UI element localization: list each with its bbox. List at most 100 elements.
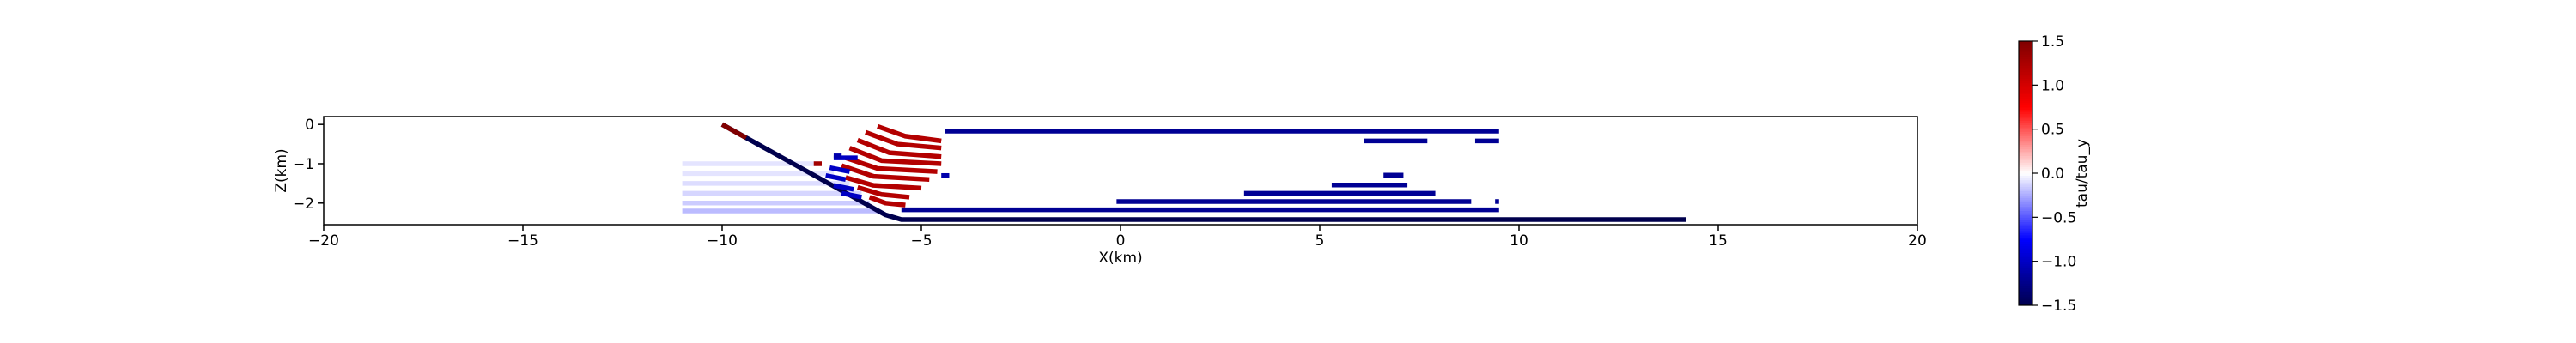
colorbar-cell	[2019, 296, 2032, 299]
colorbar-tick-label: −1.0	[2041, 254, 2076, 271]
colorbar-cell	[2019, 87, 2032, 90]
colorbar-cell	[2019, 102, 2032, 105]
colorbar-cell	[2019, 279, 2032, 282]
colorbar-cell	[2019, 144, 2032, 147]
colorbar-cell	[2019, 168, 2032, 172]
colorbar-cell	[2019, 190, 2032, 194]
colorbar-cell	[2019, 226, 2032, 229]
colorbar-cell	[2019, 155, 2032, 159]
colorbar-cell	[2019, 298, 2032, 302]
colorbar-label: tau/tau_y	[2074, 139, 2091, 208]
colorbar-cell	[2019, 65, 2032, 69]
fault-segment	[848, 146, 942, 166]
colorbar-cell	[2019, 164, 2032, 167]
colorbar-cell	[2019, 274, 2032, 278]
fault-segment	[720, 122, 748, 141]
colorbar-cell	[2019, 203, 2032, 207]
colorbar-cell	[2019, 111, 2032, 115]
colorbar-cell	[2019, 213, 2032, 216]
x-tick-label: −20	[308, 232, 339, 250]
colorbar-cell	[2019, 166, 2032, 170]
colorbar-cell	[2019, 82, 2032, 86]
colorbar-tick-label: −0.5	[2041, 209, 2076, 226]
colorbar-cell	[2019, 47, 2032, 51]
colorbar-cell	[2019, 162, 2032, 165]
colorbar-cell	[2019, 290, 2032, 293]
colorbar-cell	[2019, 219, 2032, 222]
fault-segment	[868, 195, 906, 208]
fault-segment	[877, 123, 942, 144]
colorbar-cell	[2019, 142, 2032, 146]
colorbar-cell	[2019, 283, 2032, 286]
colorbar-cell	[2019, 76, 2032, 80]
fault-segment	[833, 183, 854, 192]
colorbar-cell	[2019, 50, 2032, 53]
y-axis-label: Z(km)	[273, 148, 290, 192]
colorbar-cell	[2019, 92, 2032, 95]
colorbar-cell	[2019, 186, 2032, 190]
y-tick-label: −2	[293, 196, 314, 213]
colorbar-cell	[2019, 137, 2032, 141]
colorbar-cell	[2019, 259, 2032, 262]
colorbar-cell	[2019, 241, 2032, 244]
colorbar-cell	[2019, 158, 2032, 161]
colorbar-cell	[2019, 179, 2032, 183]
colorbar-cell	[2019, 268, 2032, 271]
colorbar-cell	[2019, 195, 2032, 198]
colorbar-cell	[2019, 256, 2032, 260]
colorbar-cell	[2019, 63, 2032, 66]
colorbar-cell	[2019, 272, 2032, 275]
colorbar-cell	[2019, 151, 2032, 154]
colorbar-cell	[2019, 127, 2032, 130]
colorbar-cell	[2019, 175, 2032, 178]
colorbar-cell	[2019, 67, 2032, 70]
colorbar-cell	[2019, 232, 2032, 236]
colorbar-cell	[2019, 280, 2032, 284]
colorbar-cell	[2019, 221, 2032, 225]
colorbar-cell	[2019, 116, 2032, 119]
colorbar-cell	[2019, 89, 2032, 93]
colorbar-cell	[2019, 202, 2032, 205]
colorbar-cell	[2019, 131, 2032, 135]
colorbar-cell	[2019, 56, 2032, 60]
colorbar-cell	[2019, 252, 2032, 256]
colorbar-cell	[2019, 263, 2032, 267]
colorbar-cell	[2019, 113, 2032, 117]
colorbar-cell	[2019, 206, 2032, 209]
colorbar-cell	[2019, 217, 2032, 220]
colorbar-cell	[2019, 287, 2032, 291]
colorbar-cell	[2019, 245, 2032, 249]
colorbar-cell	[2019, 224, 2032, 227]
colorbar-cell	[2019, 45, 2032, 49]
colorbar-cell	[2019, 265, 2032, 268]
colorbar-cell	[2019, 41, 2032, 45]
colorbar-cell	[2019, 239, 2032, 243]
colorbar-cell	[2019, 193, 2032, 196]
y-tick-label: −1	[293, 156, 314, 173]
x-axis-label: X(km)	[1098, 250, 1142, 267]
colorbar-cell	[2019, 147, 2032, 150]
colorbar-cell	[2019, 188, 2032, 192]
colorbar-cell	[2019, 93, 2032, 97]
colorbar-cell	[2019, 105, 2032, 108]
colorbar-cell	[2019, 71, 2032, 75]
x-tick-label: 5	[1315, 232, 1325, 250]
colorbar-cell	[2019, 129, 2032, 132]
colorbar-tick-label: 0.5	[2041, 122, 2064, 139]
colorbar-cell	[2019, 81, 2032, 84]
fault-segment	[841, 163, 930, 183]
fault-segment	[856, 137, 942, 159]
colorbar-cell	[2019, 61, 2032, 64]
colorbar-cell	[2019, 58, 2032, 62]
colorbar-cell	[2019, 124, 2032, 128]
colorbar-cell	[2019, 254, 2032, 258]
colorbar-cell	[2019, 237, 2032, 240]
colorbar-cell	[2019, 159, 2032, 163]
colorbar-cell	[2019, 292, 2032, 295]
colorbar-cell	[2019, 117, 2032, 121]
fault-segment	[856, 184, 910, 200]
colorbar-cell	[2019, 178, 2032, 181]
colorbar-cell	[2019, 153, 2032, 156]
colorbar-cell	[2019, 182, 2032, 185]
